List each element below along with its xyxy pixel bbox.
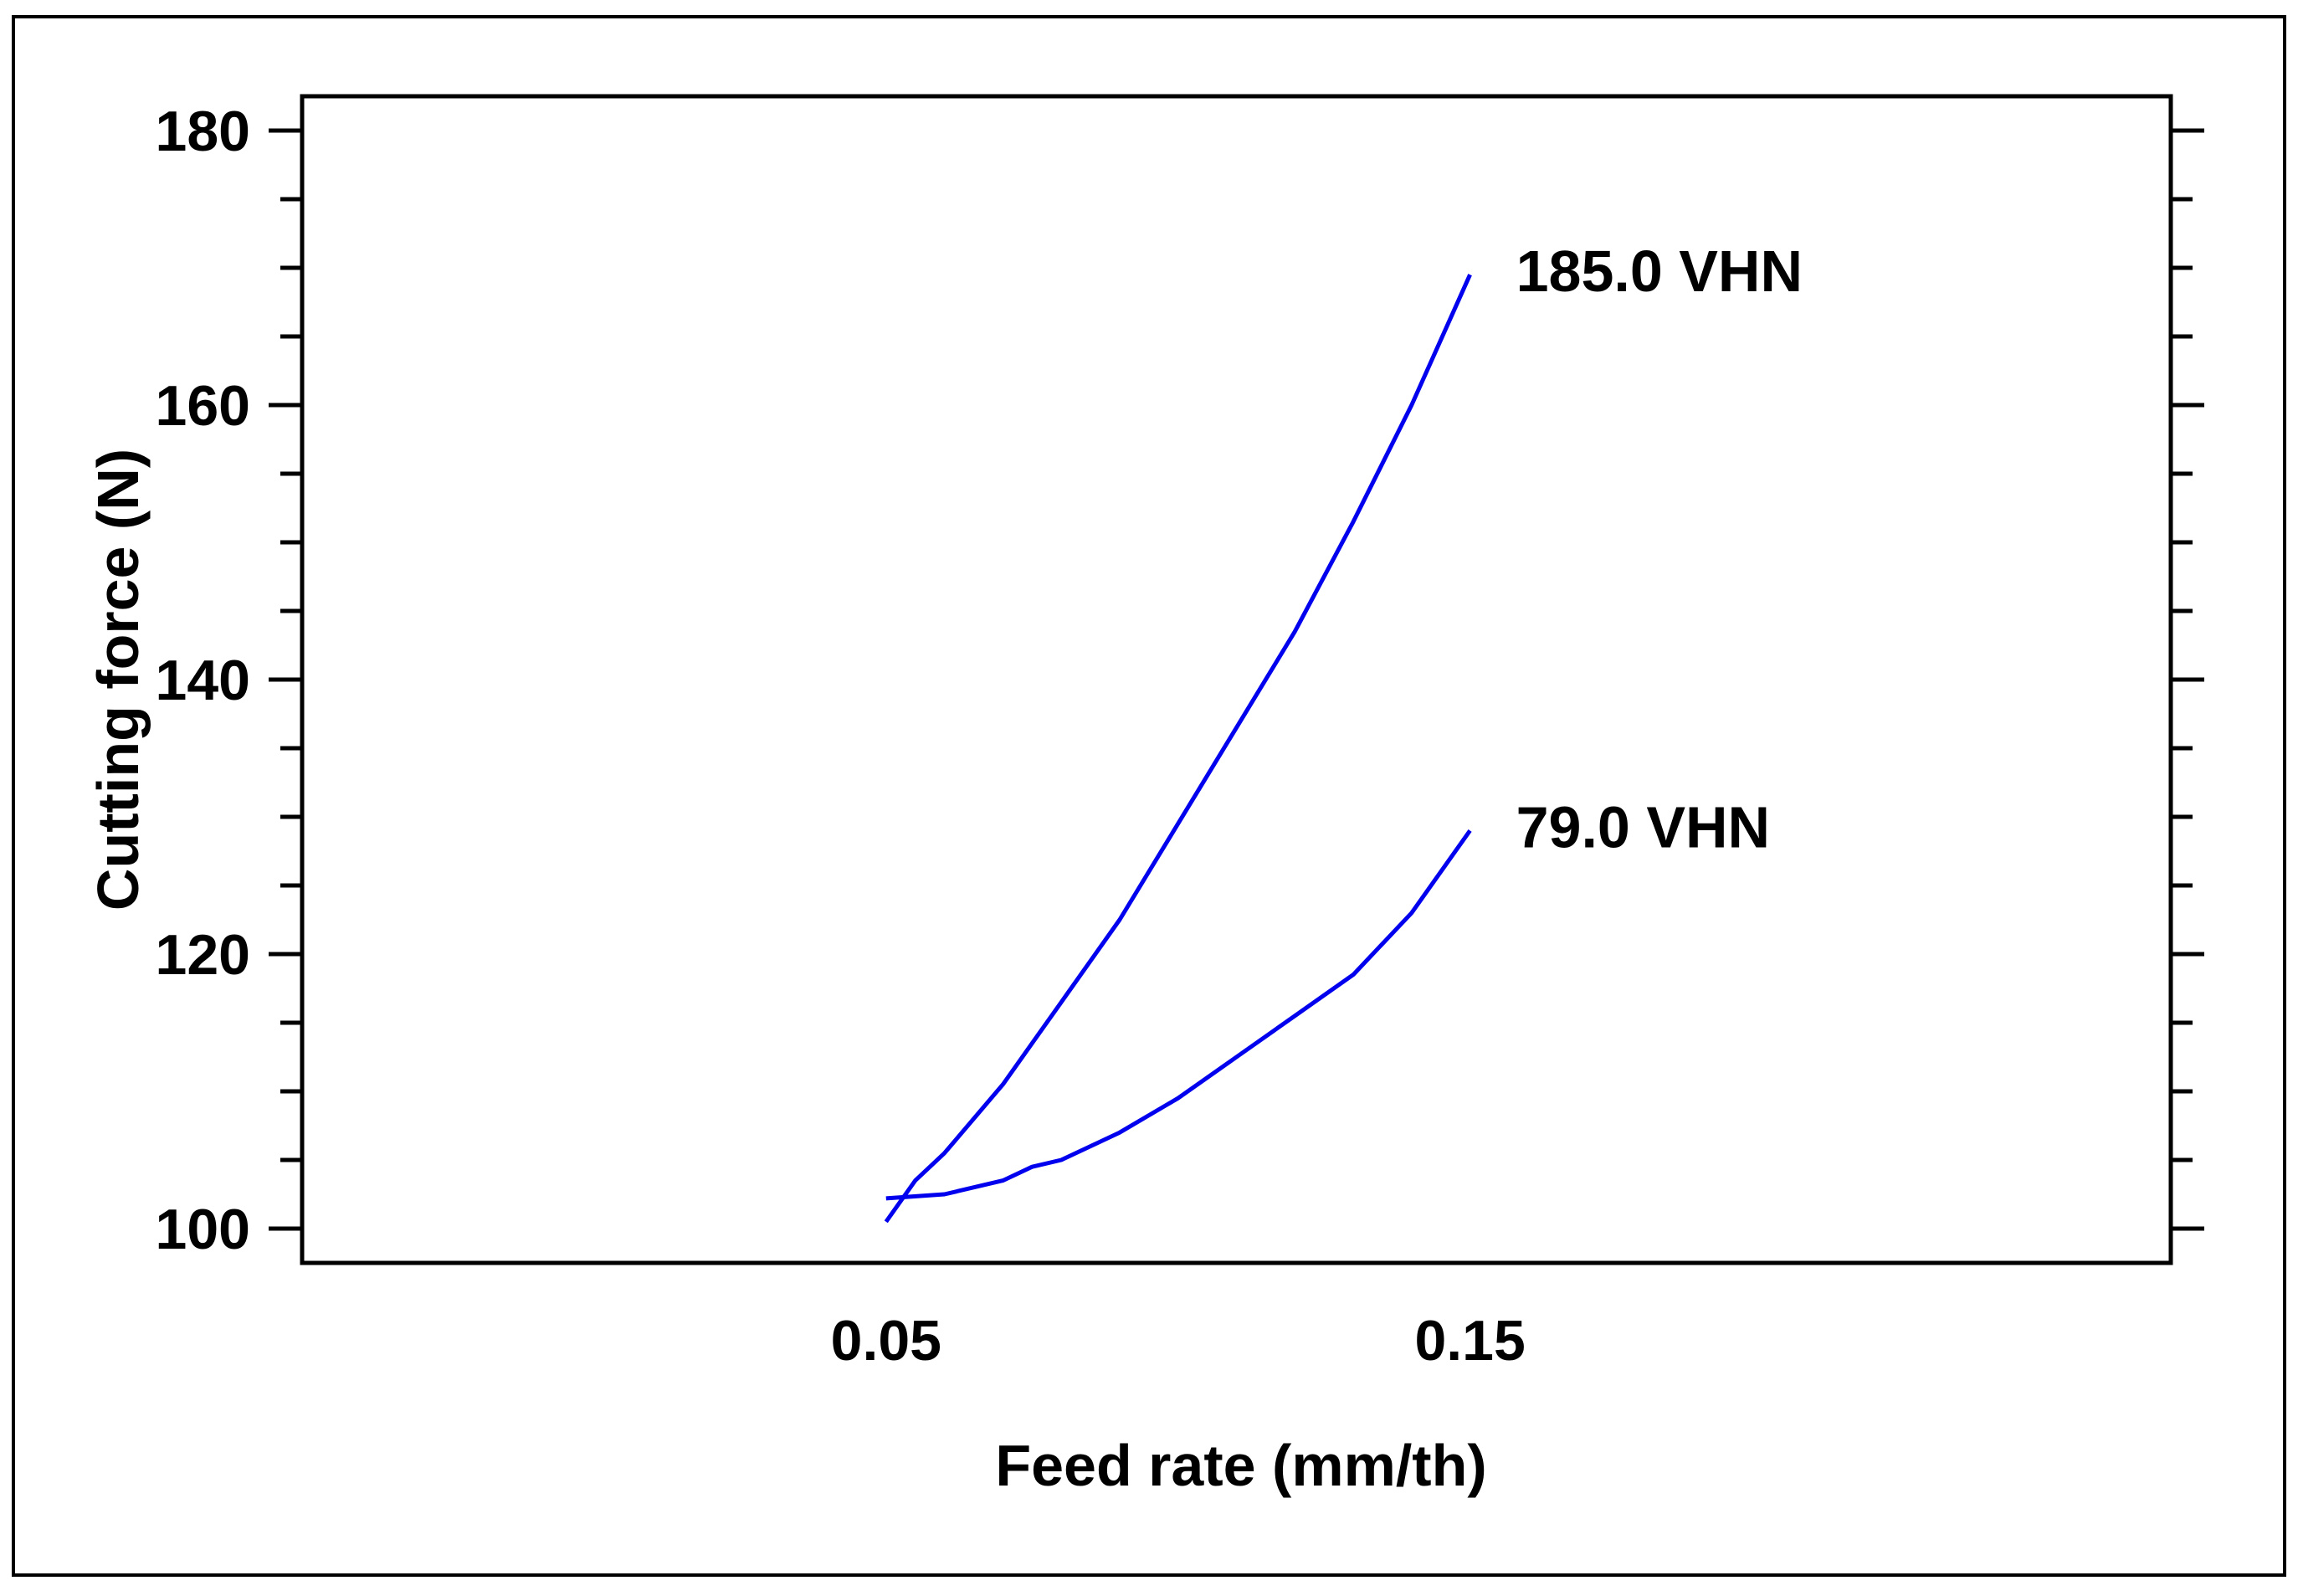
- axis-tick-labels: 100 120 140 160 180 0.05 0.15: [156, 100, 1526, 1373]
- axis-ticks: [269, 128, 2204, 1231]
- y-tick-label: 160: [156, 374, 250, 438]
- series-line-1: [884, 274, 1472, 1224]
- series-label-1: 185.0 VHN: [1516, 239, 1803, 304]
- x-tick-label: 0.05: [831, 1309, 941, 1373]
- outer-frame: [12, 15, 2286, 1577]
- y-tick-label: 140: [156, 649, 250, 712]
- y-tick-label: 120: [156, 923, 250, 987]
- series-labels: 185.0 VHN 79.0 VHN: [1516, 239, 1803, 860]
- y-tick-label: 100: [156, 1198, 250, 1261]
- series-lines: [884, 274, 1472, 1224]
- x-axis-title: Feed rate (mm/th): [995, 1433, 1486, 1498]
- y-tick-label: 180: [156, 100, 250, 163]
- y-axis-title: Cutting force (N): [85, 449, 151, 911]
- series-label-2: 79.0 VHN: [1516, 794, 1770, 860]
- x-tick-label: 0.15: [1414, 1309, 1525, 1373]
- series-line-2: [885, 829, 1472, 1201]
